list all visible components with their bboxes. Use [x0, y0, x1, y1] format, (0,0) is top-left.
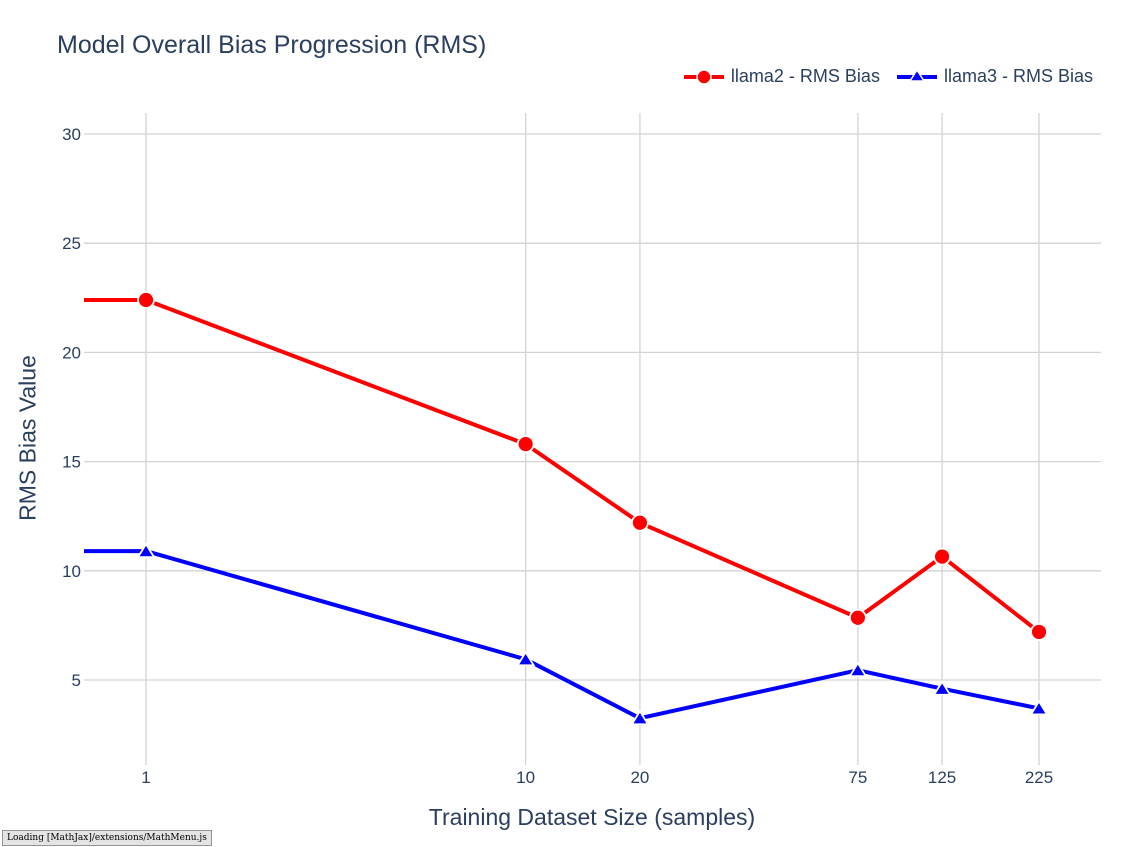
legend-swatch-circle-icon — [683, 68, 724, 85]
data-point-triangle — [630, 709, 650, 726]
legend-swatch-triangle-icon — [896, 68, 937, 82]
mathjax-status-bar: Loading [MathJax]/extensions/MathMenu.js — [2, 830, 212, 846]
data-point-triangle — [136, 542, 156, 559]
y-tick-label: 15 — [62, 453, 81, 472]
data-point-circle — [631, 513, 649, 532]
series-line — [83, 549, 1040, 721]
x-tick-label: 1 — [141, 768, 150, 787]
data-point-triangle — [848, 661, 868, 678]
data-point-circle — [137, 291, 155, 309]
data-point-circle — [1030, 623, 1048, 641]
y-tick-label: 25 — [62, 234, 81, 253]
chart-title: Model Overall Bias Progression (RMS) — [57, 31, 487, 59]
legend-label-llama2: llama2 - RMS Bias — [730, 66, 880, 86]
y-tick-label: 5 — [72, 671, 81, 690]
x-tick-label: 225 — [1025, 768, 1053, 787]
data-point-circle — [516, 435, 535, 454]
data-point-circle — [933, 547, 951, 566]
legend-item-llama2[interactable]: llama2 - RMS Bias — [683, 66, 880, 87]
series-line — [83, 297, 1041, 634]
y-tick-label: 30 — [62, 125, 81, 144]
legend-item-llama3[interactable]: llama3 - RMS Bias — [896, 66, 1093, 87]
legend: llama2 - RMS Bias llama3 - RMS Bias — [667, 66, 1093, 87]
series-0 — [83, 291, 1048, 641]
x-tick-label: 75 — [848, 768, 867, 787]
grid-lines — [84, 113, 1101, 765]
data-point-triangle — [516, 650, 536, 667]
y-axis-label: RMS Bias Value — [14, 355, 41, 521]
data-point-triangle — [1029, 699, 1049, 716]
x-axis-label: Training Dataset Size (samples) — [428, 804, 756, 830]
x-tick-label: 20 — [630, 768, 649, 787]
legend-label-llama3: llama3 - RMS Bias — [943, 66, 1093, 86]
data-point-triangle — [932, 680, 952, 696]
x-tick-label: 125 — [928, 768, 956, 787]
series-1 — [83, 542, 1049, 726]
data-point-circle — [848, 608, 867, 627]
y-tick-label: 10 — [62, 562, 81, 581]
y-tick-label: 20 — [62, 343, 81, 362]
series-layer — [83, 291, 1049, 726]
x-tick-label: 10 — [516, 768, 535, 787]
tick-labels: 5 10 15 20 25 30 1 10 20 75 125 225 — [62, 125, 1053, 787]
